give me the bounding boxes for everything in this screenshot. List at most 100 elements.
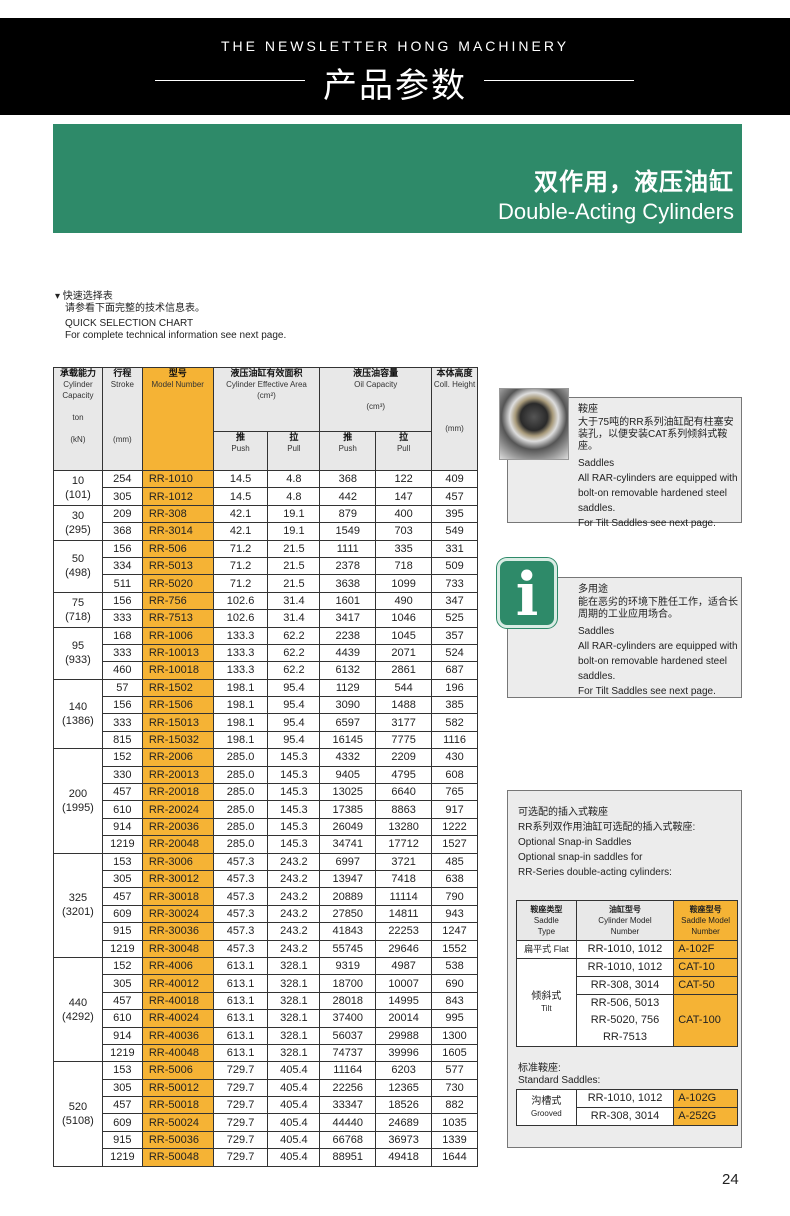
area-push-cell: 285.0 <box>212 835 269 854</box>
table-row: 333 RR-7513 102.6 31.4 3417 1046 525 <box>54 609 478 628</box>
collapsed-height-cell: 1247 <box>431 922 478 941</box>
model-number-cell: RR-15013 <box>141 713 214 732</box>
area-push-cell: 133.3 <box>212 626 269 645</box>
collapsed-height-cell: 538 <box>431 956 478 976</box>
stroke-cell: 209 <box>101 504 143 524</box>
oil-push-cell: 4332 <box>319 748 377 767</box>
table-row: 10 (101) 254 RR-1010 14.5 4.8 368 122 409 <box>53 469 478 506</box>
stroke-cell: 153 <box>101 1061 143 1080</box>
stroke-cell: 156 <box>101 591 143 611</box>
collapsed-height-cell: 196 <box>431 678 478 698</box>
table-row: 333 RR-15013 198.1 95.4 6597 3177 582 <box>54 713 478 732</box>
stroke-cell: 254 <box>101 469 143 489</box>
multi-en-note: For Tilt Saddles see next page. <box>578 686 716 697</box>
cylinder-model: RR-1010, 1012 <box>575 958 675 977</box>
area-push-cell: 71.2 <box>212 539 269 558</box>
oil-pull-cell: 12365 <box>375 1078 433 1098</box>
table-row: 325 (3201) 153 RR-3006 457.3 243.2 6997 3721 485 <box>53 852 478 958</box>
oil-pull-cell: 335 <box>375 539 433 558</box>
stroke-cell: 156 <box>101 696 143 715</box>
oil-pull-cell: 1099 <box>375 574 433 593</box>
oil-push-cell: 44440 <box>319 1113 377 1132</box>
oil-push-cell: 3638 <box>319 574 377 593</box>
area-pull-cell: 4.8 <box>267 469 321 489</box>
oil-pull-cell: 36973 <box>375 1130 433 1150</box>
table-row: 610 RR-40024 613.1 328.1 37400 20014 995 <box>54 1009 478 1028</box>
oil-push-cell: 6997 <box>319 852 377 871</box>
model-number-cell: RR-5013 <box>141 556 214 576</box>
model-number-cell: RR-30024 <box>141 904 214 924</box>
multi-en-title: Saddles <box>578 626 615 637</box>
stroke-cell: 305 <box>101 869 143 889</box>
area-push-cell: 71.2 <box>212 556 269 576</box>
oil-push-cell: 3090 <box>319 696 377 715</box>
collapsed-height-cell: 1300 <box>431 1026 478 1045</box>
area-pull-cell: 19.1 <box>267 504 321 524</box>
capacity-cell: 325 (3201) <box>53 852 103 958</box>
collapsed-height-cell: 582 <box>431 713 478 732</box>
oil-pull-cell: 39996 <box>375 1043 433 1063</box>
model-number-cell: RR-20036 <box>141 817 214 837</box>
area-push-cell: 613.1 <box>212 991 269 1011</box>
oil-push-cell: 13025 <box>319 783 377 802</box>
oil-push-cell: 20889 <box>319 887 377 906</box>
optional-saddles-panel: 可选配的插入式鞍座 RR系列双作用油缸可选配的插入式鞍座: Optional S… <box>507 790 742 1148</box>
area-push-cell: 14.5 <box>212 469 269 489</box>
newsletter-name: THE NEWSLETTER HONG MACHINERY <box>220 38 570 54</box>
divider <box>484 80 634 81</box>
header-height: 本体高度 Coll. Height (mm) <box>431 367 478 471</box>
stroke-cell: 330 <box>101 765 143 785</box>
oil-push-cell: 41843 <box>319 922 377 941</box>
area-push-cell: 198.1 <box>212 696 269 715</box>
intro-text: ▾ 快速选择表 请参看下面完整的技术信息表。 QUICK SELECTION C… <box>55 291 286 342</box>
area-pull-cell: 328.1 <box>267 974 321 993</box>
table-row: 156 RR-1506 198.1 95.4 3090 1488 385 <box>54 696 478 715</box>
oil-pull-cell: 29646 <box>375 939 433 958</box>
collapsed-height-cell: 347 <box>431 591 478 611</box>
area-pull-cell: 95.4 <box>267 713 321 732</box>
stroke-cell: 457 <box>101 1096 143 1115</box>
area-pull-cell: 405.4 <box>267 1061 321 1080</box>
table-row: 440 (4292) 152 RR-4006 613.1 328.1 9319 4987 538 <box>53 956 478 1063</box>
oil-push-cell: 11164 <box>319 1061 377 1080</box>
area-push-cell: 457.3 <box>212 904 269 924</box>
table-row: 330 RR-20013 285.0 145.3 9405 4795 608 <box>54 765 478 785</box>
oil-pull-cell: 122 <box>375 469 433 489</box>
header-stroke: 行程 Stroke (mm) <box>101 367 143 471</box>
table-row: 914 RR-20036 285.0 145.3 26049 13280 1222 <box>54 817 478 837</box>
table-row: 609 RR-50024 729.7 405.4 44440 24689 1035 <box>54 1113 478 1132</box>
model-number-cell: RR-1506 <box>141 696 214 715</box>
stroke-cell: 333 <box>101 609 143 628</box>
collapsed-height-cell: 385 <box>431 696 478 715</box>
model-number-cell: RR-50048 <box>141 1148 214 1167</box>
optional-en-text-1: Optional snap-in saddles for <box>518 852 643 863</box>
collapsed-height-cell: 1605 <box>431 1043 478 1063</box>
table-row: 915 RR-30036 457.3 243.2 41843 22253 1247 <box>54 922 478 941</box>
area-push-cell: 285.0 <box>212 800 269 819</box>
oil-push-cell: 2238 <box>319 626 377 645</box>
oil-push-cell: 55745 <box>319 939 377 958</box>
stroke-cell: 609 <box>101 1113 143 1132</box>
model-number-cell: RR-40024 <box>141 1009 214 1028</box>
area-push-cell: 613.1 <box>212 1026 269 1045</box>
area-pull-cell: 243.2 <box>267 852 321 871</box>
capacity-cell: 75 (718) <box>53 591 103 628</box>
stroke-cell: 156 <box>101 539 143 558</box>
area-pull-cell: 328.1 <box>267 991 321 1011</box>
stroke-cell: 152 <box>101 956 143 976</box>
collapsed-height-cell: 430 <box>431 748 478 767</box>
oil-pull-cell: 6203 <box>375 1061 433 1080</box>
saddles-en-text: All RAR-cylinders are equipped with bolt… <box>578 473 738 514</box>
intro-cn-2: 请参看下面完整的技术信息表。 <box>65 303 205 314</box>
table-row: 200 (1995) 152 RR-2006 285.0 145.3 4332 2209 430 <box>53 748 478 854</box>
model-number-cell: RR-1012 <box>141 487 214 506</box>
table-row: 520 (5108) 153 RR-5006 729.7 405.4 11164 6203 57… <box>53 1061 478 1167</box>
area-pull-cell: 405.4 <box>267 1113 321 1132</box>
saddle-model: CAT-50 <box>673 976 738 995</box>
model-number-cell: RR-40036 <box>141 1026 214 1045</box>
area-pull-cell: 62.2 <box>267 661 321 680</box>
oil-pull-cell: 718 <box>375 556 433 576</box>
oil-pull-cell: 7418 <box>375 869 433 889</box>
collapsed-height-cell: 395 <box>431 504 478 524</box>
saddle-model: CAT-10 <box>673 958 738 977</box>
